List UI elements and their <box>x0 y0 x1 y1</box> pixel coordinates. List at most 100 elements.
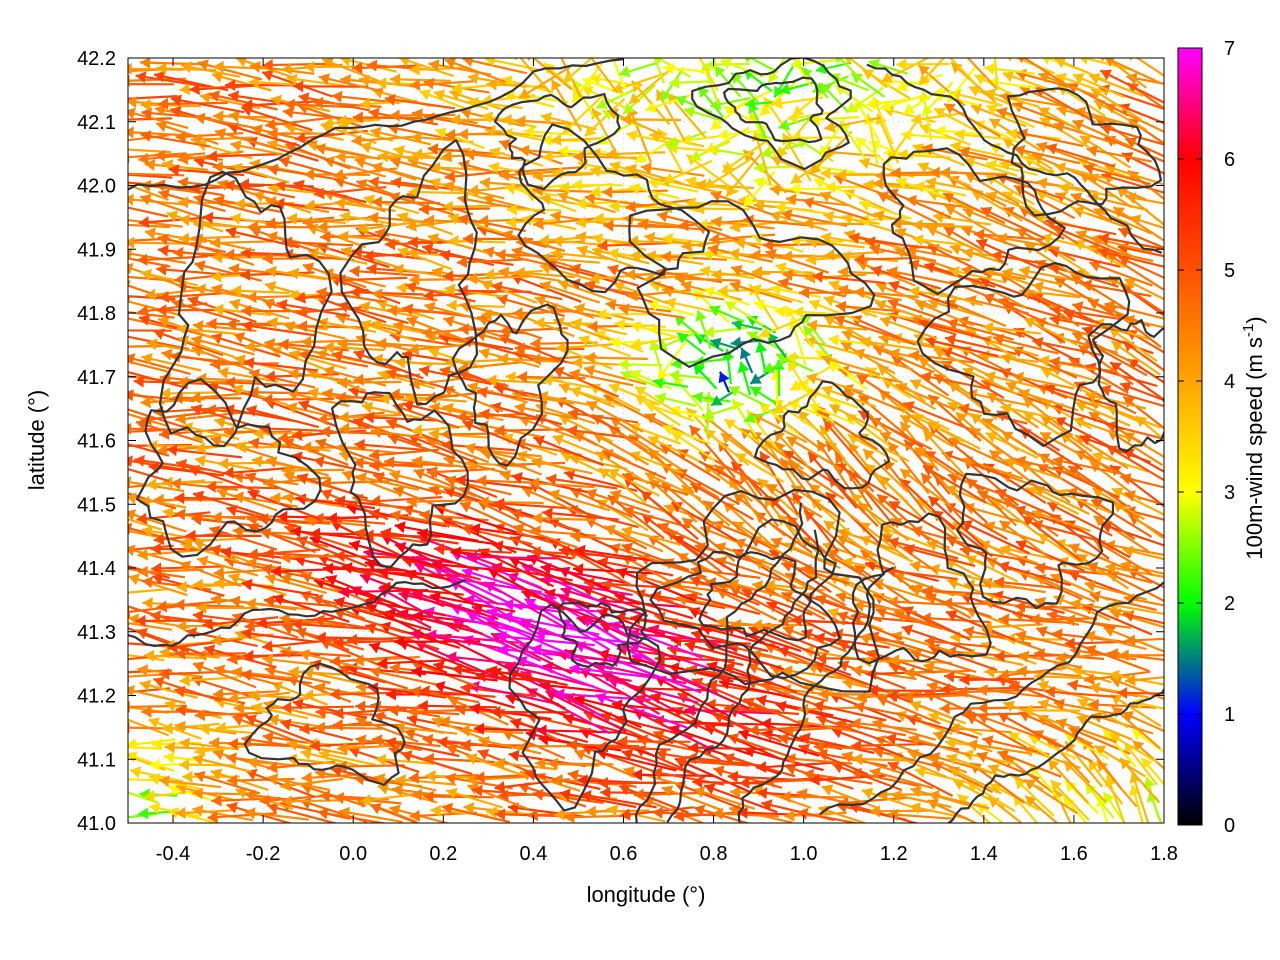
wind-vector-head <box>908 734 920 746</box>
wind-vector <box>128 622 173 631</box>
wind-vector-head <box>128 751 138 763</box>
wind-vector-head <box>259 794 270 807</box>
wind-vector-head <box>622 748 634 761</box>
wind-vector-shaft <box>368 643 448 674</box>
wind-vector-shaft <box>192 807 254 822</box>
wind-vector-shaft <box>203 646 277 669</box>
wind-vector-head <box>1118 649 1129 662</box>
wind-vector <box>932 730 993 753</box>
wind-vector-head <box>104 596 115 608</box>
wind-vector <box>466 773 529 786</box>
wind-vector-head <box>425 770 436 782</box>
wind-vector-head <box>939 702 950 715</box>
wind-vector <box>272 593 350 623</box>
wind-vector-shaft <box>982 737 1050 756</box>
wind-vector-shaft <box>319 639 388 670</box>
wind-vector <box>997 750 1062 778</box>
wind-vector <box>148 773 201 791</box>
wind-vector-head <box>175 647 186 660</box>
wind-vector-shaft <box>339 809 403 823</box>
wind-vector-shaft <box>559 791 637 809</box>
wind-vector-shaft <box>213 690 280 696</box>
wind-vector <box>652 730 722 761</box>
wind-vector-head <box>475 670 487 683</box>
wind-vector-head <box>288 666 299 678</box>
wind-vector <box>923 661 987 681</box>
wind-vector <box>1064 614 1132 629</box>
wind-vector-shaft <box>859 635 922 654</box>
wind-vector-shaft <box>700 625 780 649</box>
wind-vector-head <box>574 694 586 706</box>
wind-vector-shaft <box>128 718 170 737</box>
wind-vector-head <box>303 689 314 701</box>
wind-vector <box>1055 718 1117 744</box>
wind-vector <box>982 735 1050 756</box>
wind-vector <box>194 744 252 757</box>
wind-vector <box>367 682 447 699</box>
wind-vector-shaft <box>813 663 886 692</box>
wind-vector-head <box>319 749 331 761</box>
wind-vector-shaft <box>337 744 401 750</box>
wind-vector-head <box>498 643 509 656</box>
wind-vector-head <box>1055 718 1068 730</box>
wind-vector-head <box>367 682 379 694</box>
wind-vector-head <box>466 753 478 765</box>
wind-vector-head <box>946 753 958 765</box>
wind-vector-shaft <box>244 621 315 628</box>
wind-vector-shaft <box>693 788 756 810</box>
wind-vector-shaft <box>267 804 337 823</box>
wind-vector-head <box>333 707 344 720</box>
wind-vector <box>355 716 419 743</box>
wind-vector-shaft <box>888 663 957 690</box>
wind-vector <box>279 613 346 628</box>
wind-vector-head <box>446 744 458 756</box>
wind-vector-head <box>159 646 171 659</box>
wind-vector-shaft <box>580 793 657 809</box>
wind-vector-head <box>851 739 862 752</box>
wind-vector-shaft <box>901 626 973 652</box>
wind-vector-head <box>314 614 325 627</box>
wind-vector-head <box>585 805 596 818</box>
wind-vector-head <box>963 626 975 638</box>
wind-vector-head <box>118 440 128 452</box>
wind-vector-head <box>143 649 155 662</box>
wind-vector-head <box>215 721 227 734</box>
wind-vector-shaft <box>966 742 1030 755</box>
wind-vector <box>267 802 337 823</box>
wind-vector-head <box>370 803 382 815</box>
wind-vector-shaft <box>924 639 996 649</box>
wind-vector-shaft <box>385 739 460 758</box>
wind-vector <box>292 698 368 719</box>
wind-vector-shaft <box>778 647 852 677</box>
wind-vector-head <box>179 758 190 771</box>
wind-vector-head <box>1029 613 1040 626</box>
wind-vector-head <box>738 728 750 741</box>
wind-vector-head <box>667 617 678 630</box>
wind-vector-head <box>799 732 811 745</box>
wind-vector-head <box>791 614 802 627</box>
wind-vector <box>375 753 434 766</box>
wind-vector-head <box>901 624 914 636</box>
wind-vector-shaft <box>241 737 311 750</box>
wind-vector-head <box>836 718 847 731</box>
wind-vector-head <box>139 679 151 692</box>
wind-vector <box>368 642 448 674</box>
wind-vector-head <box>262 731 274 744</box>
wind-vector-head <box>910 785 922 798</box>
wind-vector-head <box>229 595 241 608</box>
wind-vector-shaft <box>872 720 936 741</box>
wind-vector-head <box>723 663 736 675</box>
wind-vector-head <box>852 753 863 766</box>
wind-vector-head <box>894 609 906 621</box>
wind-vector-head <box>949 722 960 735</box>
wind-vector <box>1087 759 1124 805</box>
wind-vector-head <box>614 612 626 624</box>
wind-vector-shaft <box>486 668 568 687</box>
wind-vector-shaft <box>1110 677 1164 701</box>
wind-vector-head <box>1012 609 1024 621</box>
wind-vector-shaft <box>394 725 458 735</box>
wind-vector-head <box>694 804 706 817</box>
wind-vector-head <box>988 764 1000 776</box>
wind-vector-head <box>631 768 642 781</box>
wind-vector <box>887 808 953 821</box>
